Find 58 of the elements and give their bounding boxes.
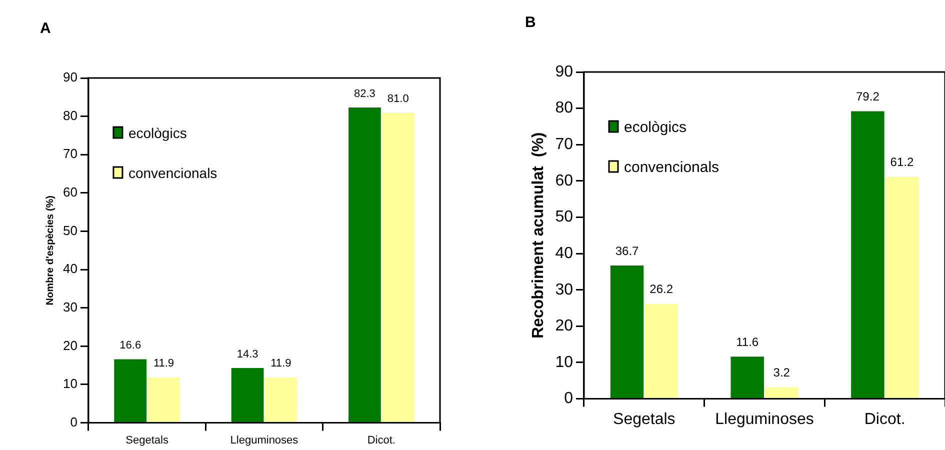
data-label: 61.2: [890, 154, 914, 169]
data-label: 11.6: [736, 334, 759, 349]
legend-label: convencionals: [128, 164, 218, 181]
x-tick-label: Segetals: [613, 410, 676, 428]
legend-label: convencionals: [624, 159, 720, 176]
data-label: 79.2: [856, 90, 880, 104]
bar: [148, 377, 180, 422]
x-tick-label: Dicot.: [367, 434, 396, 446]
data-label: 82.3: [354, 88, 376, 100]
bar: [644, 304, 678, 398]
y-tick-label: 30: [62, 299, 78, 314]
data-label: 14.3: [236, 348, 258, 361]
y-tick-label: 40: [62, 261, 78, 276]
x-tick-label: Lleguminoses: [230, 434, 299, 446]
y-tick-label: 20: [555, 318, 574, 335]
bar: [382, 112, 414, 422]
bar: [231, 368, 264, 422]
y-tick-label: 80: [62, 108, 78, 123]
y-tick-label: 90: [555, 63, 574, 80]
y-axis-title: Recobriment acumulat (%): [530, 132, 548, 339]
x-tick-label: Segetals: [126, 434, 169, 446]
y-tick-label: 50: [555, 208, 574, 226]
y-tick-label: 60: [62, 184, 78, 200]
y-tick-label: 10: [62, 376, 78, 392]
y-tick-label: 20: [62, 338, 78, 353]
chart-title: A: [40, 20, 51, 38]
data-label: 16.6: [120, 340, 142, 352]
y-tick-label: 80: [555, 100, 574, 117]
data-label: 11.9: [153, 358, 174, 370]
bar: [851, 111, 884, 398]
data-label: 11.9: [270, 358, 292, 370]
y-tick-label: 70: [62, 146, 78, 162]
y-tick-label: 30: [555, 281, 574, 298]
x-tick-label: Lleguminoses: [715, 410, 814, 428]
y-tick-label: 10: [555, 354, 574, 371]
y-axis-title: Nombre d'espècies (%): [44, 196, 56, 306]
y-tick-label: 50: [62, 222, 78, 238]
chart-title: B: [525, 14, 536, 32]
bar: [730, 356, 764, 398]
y-tick-label: 0: [564, 390, 574, 408]
bar: [610, 266, 644, 398]
y-tick-label: 90: [62, 70, 78, 85]
bar: [765, 387, 798, 398]
y-tick-label: 40: [555, 244, 574, 262]
bar: [885, 176, 919, 398]
legend-label: ecològics: [128, 124, 187, 141]
y-tick-label: 0: [70, 414, 78, 430]
data-label: 36.7: [615, 244, 640, 258]
x-tick-label: Dicot.: [864, 410, 906, 428]
bar: [264, 377, 298, 422]
data-label: 81.0: [387, 93, 409, 106]
data-label: 26.2: [650, 282, 674, 296]
y-tick-label: 70: [555, 136, 574, 154]
legend-label: ecològics: [624, 119, 687, 136]
bar: [348, 108, 381, 422]
bar: [114, 359, 147, 422]
data-label: 3.2: [773, 365, 790, 380]
y-tick-label: 60: [555, 172, 574, 190]
